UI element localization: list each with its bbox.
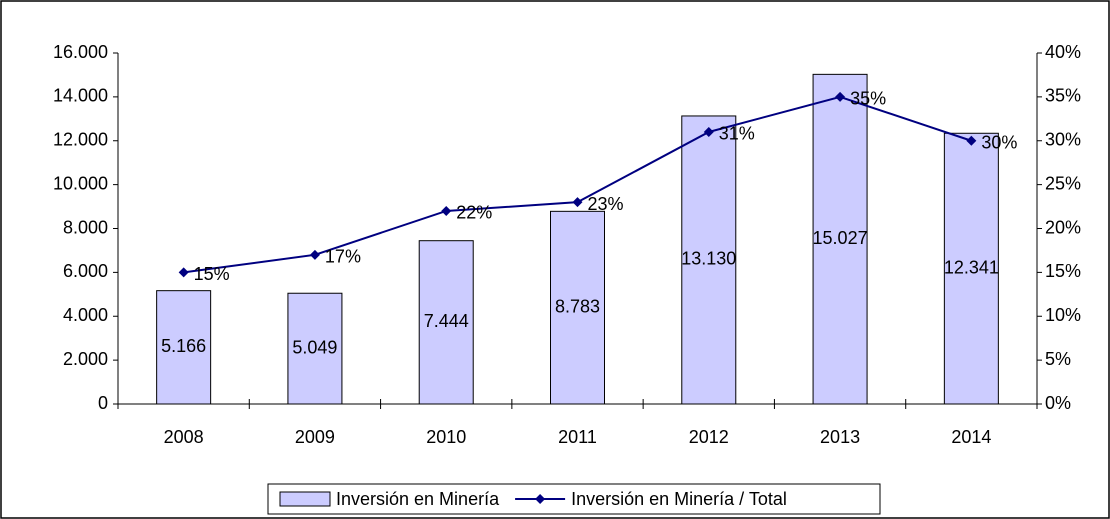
y-tick-label: 0 [98,393,108,413]
bar [418,240,474,405]
x-tick-label: 2010 [426,427,466,447]
y-tick-label: 2.000 [63,349,108,369]
y-tick-label: 4.000 [63,305,108,325]
y-tick-label: 10.000 [53,173,108,193]
line-marker [309,249,320,260]
x-tick-label: 2011 [558,427,597,447]
y2-tick-label: 5% [1045,349,1071,369]
y2-tick-label: 15% [1045,261,1081,281]
bar-value-label: 13.130 [681,249,736,269]
y2-tick-label: 35% [1045,86,1081,106]
line-value-label: 17% [325,247,361,267]
y2-tick-label: 30% [1045,130,1081,150]
line-marker [441,205,452,216]
x-tick-label: 2013 [820,427,860,447]
legend-box [267,483,881,515]
y2-tick-label: 0% [1045,393,1071,413]
line-value-label: 30% [981,133,1017,153]
line-value-label: 15% [194,264,230,284]
x-tick-label: 2012 [689,427,729,447]
line-marker [835,91,846,102]
legend-marker [535,494,546,504]
bar [550,210,605,405]
y-tick-label: 14.000 [53,86,108,106]
bar-value-label: 15.027 [813,228,868,248]
line-marker [966,135,977,146]
line-marker [703,126,714,137]
bar-value-label: 8.783 [555,296,600,316]
bar-value-label: 7.444 [424,311,469,331]
bar-value-label: 12.341 [944,257,999,277]
y-tick-label: 12.000 [53,130,108,150]
y2-tick-label: 20% [1045,217,1081,237]
bar-value-label: 5.049 [292,337,337,357]
bar-value-label: 5.166 [161,336,206,356]
line-value-label: 31% [719,124,755,144]
y-tick-label: 8.000 [63,217,108,237]
x-tick-label: 2014 [951,427,991,447]
x-tick-label: 2009 [295,427,335,447]
bar [681,115,737,405]
line-value-label: 23% [588,194,624,214]
line-value-label: 22% [456,203,492,223]
legend-label: Inversión en Minería [336,489,500,509]
bar [943,132,999,405]
y2-tick-label: 10% [1045,305,1081,325]
legend-swatch [279,491,331,507]
line-marker [178,267,189,278]
y2-tick-label: 25% [1045,173,1081,193]
line-marker [572,197,583,208]
bar [812,73,868,405]
line-value-label: 35% [850,89,886,109]
legend-label: Inversión en Minería / Total [571,489,787,509]
y2-tick-label: 40% [1045,42,1081,62]
x-tick-label: 2008 [164,427,204,447]
y-tick-label: 16.000 [53,42,108,62]
y-tick-label: 6.000 [63,261,108,281]
